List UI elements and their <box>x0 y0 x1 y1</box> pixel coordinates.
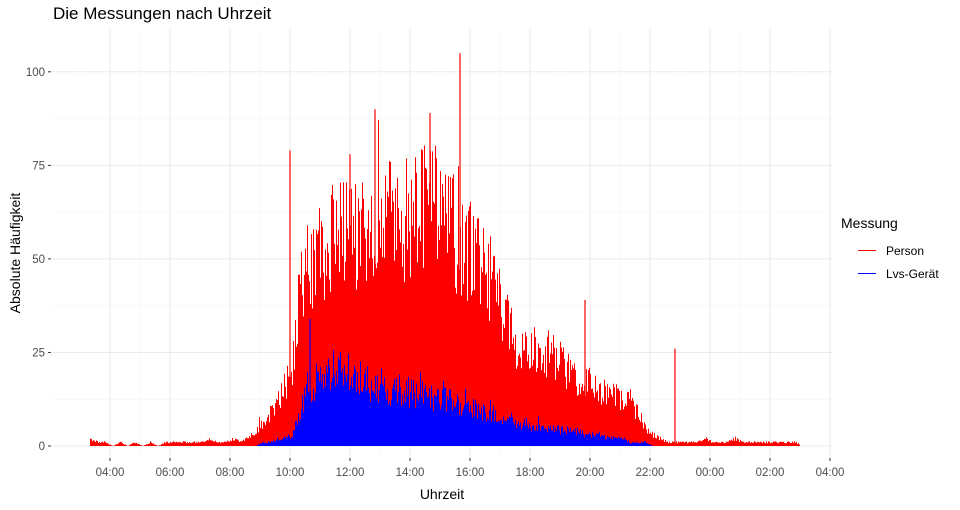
series-person <box>90 53 800 446</box>
x-tick-label: 12:00 <box>336 467 365 479</box>
y-tick-label: 0 <box>39 441 45 453</box>
x-tick-label: 22:00 <box>636 467 665 479</box>
y-tick-label: 50 <box>32 254 45 266</box>
y-tick-label: 100 <box>26 67 45 79</box>
y-axis-title: Absolute Häufigkeit <box>7 193 23 314</box>
legend: Messung Person Lvs-Gerät <box>841 215 939 285</box>
series-lvs-geraet <box>90 318 800 446</box>
x-tick-label: 02:00 <box>756 467 785 479</box>
legend-item-lvs-geraet: Lvs-Gerät <box>841 262 939 285</box>
legend-key-lvs-geraet <box>858 273 876 274</box>
legend-title: Messung <box>841 215 898 231</box>
chart-title: Die Messungen nach Uhrzeit <box>53 4 272 23</box>
y-tick-label: 75 <box>32 160 45 172</box>
x-tick-label: 16:00 <box>456 467 485 479</box>
legend-item-person: Person <box>841 239 939 262</box>
x-tick-label: 06:00 <box>156 467 185 479</box>
x-tick-label: 18:00 <box>516 467 545 479</box>
x-tick-label: 04:00 <box>816 467 845 479</box>
bar-person-area <box>90 120 800 446</box>
x-tick-label: 00:00 <box>696 467 725 479</box>
legend-key-person <box>858 250 876 251</box>
x-tick-label: 10:00 <box>276 467 305 479</box>
y-axis-ticks: 0 25 50 75 100 <box>26 67 51 453</box>
legend-label-lvs-geraet: Lvs-Gerät <box>886 266 939 281</box>
x-tick-label: 04:00 <box>96 467 125 479</box>
x-axis-title: Uhrzeit <box>420 486 464 502</box>
bar-lvs-geraet-area <box>90 350 800 446</box>
x-tick-label: 14:00 <box>396 467 425 479</box>
legend-label-person: Person <box>886 243 925 258</box>
y-tick-label: 25 <box>32 347 45 359</box>
x-axis-ticks: 04:00 06:00 08:00 10:00 12:00 14:00 16:00 18:00… <box>96 458 845 479</box>
x-tick-label: 20:00 <box>576 467 605 479</box>
x-tick-label: 08:00 <box>216 467 245 479</box>
